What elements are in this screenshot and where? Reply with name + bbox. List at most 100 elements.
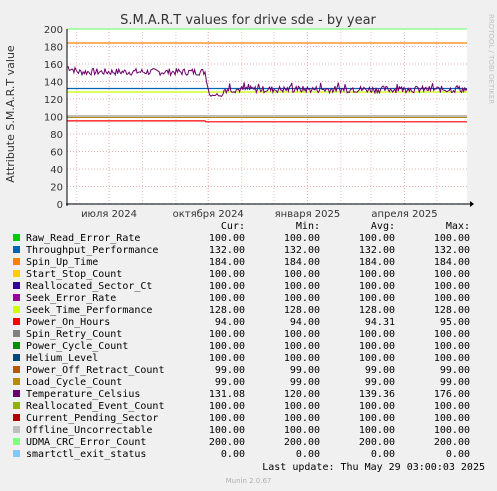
- legend-row: Load_Cycle_Count 99.00 99.00 99.00 99.00: [10, 377, 470, 389]
- legend-series-name: Power_Off_Retract_Count: [26, 365, 165, 376]
- series-line-power-on-hours: [67, 120, 467, 123]
- legend-max-value: 100.00: [433, 293, 470, 304]
- legend-min-value: 100.00: [283, 413, 320, 424]
- y-tick-label: 180: [44, 43, 63, 54]
- legend-series-name: Seek_Time_Performance: [26, 305, 153, 316]
- legend-min-value: 0.00: [295, 449, 320, 460]
- y-tick-label: 120: [44, 95, 63, 106]
- legend-color-swatch: [13, 282, 20, 289]
- legend-header-spacer: [10, 221, 170, 233]
- legend-cur-value: 132.00: [208, 245, 245, 256]
- legend-cur-value: 100.00: [208, 413, 245, 424]
- last-update-text: Last update: Thu May 29 03:00:03 2025: [262, 462, 485, 473]
- legend-row: Helium_Level 100.00 100.00 100.00 100.00: [10, 353, 470, 365]
- legend-avg-value: 184.00: [358, 257, 395, 268]
- x-tick-label: апреля 2025: [371, 209, 437, 220]
- y-tick-label: 100: [44, 113, 63, 124]
- x-axis-arrow-icon: [470, 201, 474, 207]
- legend-series-cell: Throughput_Performance: [10, 245, 170, 257]
- legend-color-swatch: [13, 414, 20, 421]
- legend-max-value: 99.00: [439, 377, 470, 388]
- legend-row: Seek_Time_Performance 128.00 128.00 128.00 1…: [10, 305, 470, 317]
- legend-header-cur: Cur:: [220, 221, 245, 232]
- legend-row: Reallocated_Event_Count 100.00 100.00 100.0…: [10, 401, 470, 413]
- legend-avg-value: 99.00: [364, 377, 395, 388]
- legend-min-value: 100.00: [283, 233, 320, 244]
- legend-cur-value: 99.00: [214, 377, 245, 388]
- legend-max-value: 184.00: [433, 257, 470, 268]
- legend-cur-value: 131.08: [208, 389, 245, 400]
- legend-cur-value: 100.00: [208, 353, 245, 364]
- legend-series-cell: Spin_Up_Time: [10, 257, 170, 269]
- legend-color-swatch: [13, 270, 20, 277]
- legend-avg-value: 100.00: [358, 329, 395, 340]
- legend-body: Raw_Read_Error_Rate 100.00 100.00 100.00 100…: [10, 233, 470, 461]
- legend-series-cell: Spin_Retry_Count: [10, 329, 170, 341]
- legend-cur-value: 100.00: [208, 293, 245, 304]
- legend-max-value: 100.00: [433, 281, 470, 292]
- legend-min-value: 128.00: [283, 305, 320, 316]
- y-tick-label: 20: [50, 183, 63, 194]
- legend-row: Power_On_Hours 94.00 94.00 94.31 95.00: [10, 317, 470, 329]
- legend-min-value: 100.00: [283, 329, 320, 340]
- legend-cur-value: 200.00: [208, 437, 245, 448]
- legend-series-cell: Current_Pending_Sector: [10, 413, 170, 425]
- legend-min-value: 100.00: [283, 269, 320, 280]
- legend-max-value: 176.00: [433, 389, 470, 400]
- legend-cur-value: 94.00: [214, 317, 245, 328]
- legend-series-name: Reallocated_Sector_Ct: [26, 281, 153, 292]
- axis-tick-labels: 0 20 40 60 80 100 120 140 160 180 200 июля 2024 октя…: [44, 25, 438, 220]
- legend-avg-value: 100.00: [358, 233, 395, 244]
- legend-avg-value: 132.00: [358, 245, 395, 256]
- legend-cur-value: 184.00: [208, 257, 245, 268]
- legend-series-cell: Power_Cycle_Count: [10, 341, 170, 353]
- legend-color-swatch: [13, 234, 20, 241]
- y-tick-label: 200: [44, 25, 63, 36]
- legend-series-name: Spin_Up_Time: [26, 257, 99, 268]
- x-tick-label: января 2025: [275, 209, 341, 220]
- legend-series-name: Reallocated_Event_Count: [26, 401, 165, 412]
- munin-version-text: Munin 2.0.67: [225, 477, 272, 485]
- legend-min-value: 100.00: [283, 425, 320, 436]
- legend-max-value: 200.00: [433, 437, 470, 448]
- legend-series-name: Throughput_Performance: [26, 245, 159, 256]
- legend-cur-value: 0.00: [220, 449, 245, 460]
- legend-max-value: 100.00: [433, 425, 470, 436]
- legend-series-cell: Reallocated_Sector_Ct: [10, 281, 170, 293]
- legend-color-swatch: [13, 294, 20, 301]
- legend-table: Cur: Min: Avg: Max: Raw_Read_Error_Rate 1…: [10, 221, 470, 461]
- legend-series-name: Power_On_Hours: [26, 317, 111, 328]
- legend-series-cell: Helium_Level: [10, 353, 170, 365]
- legend-min-value: 120.00: [283, 389, 320, 400]
- legend-max-value: 132.00: [433, 245, 470, 256]
- legend-series-cell: Power_On_Hours: [10, 317, 170, 329]
- legend-color-swatch: [13, 366, 20, 373]
- legend-series-cell: Power_Off_Retract_Count: [10, 365, 170, 377]
- legend-avg-value: 0.00: [370, 449, 395, 460]
- legend-series-cell: Seek_Error_Rate: [10, 293, 170, 305]
- legend-avg-value: 100.00: [358, 269, 395, 280]
- legend-color-swatch: [13, 438, 20, 445]
- legend-avg-value: 100.00: [358, 413, 395, 424]
- legend-avg-value: 100.00: [358, 281, 395, 292]
- legend-series-cell: Reallocated_Event_Count: [10, 401, 170, 413]
- legend-avg-value: 128.00: [358, 305, 395, 316]
- legend-series-name: Offline_Uncorrectable: [26, 425, 153, 436]
- legend-series-name: UDMA_CRC_Error_Count: [26, 437, 147, 448]
- legend-series-cell: UDMA_CRC_Error_Count: [10, 437, 170, 449]
- legend-color-swatch: [13, 378, 20, 385]
- chart-title: S.M.A.R.T values for drive sde - by year: [120, 13, 376, 28]
- legend-series-name: Temperature_Celsius: [26, 389, 141, 400]
- legend-min-value: 100.00: [283, 353, 320, 364]
- legend-row: Offline_Uncorrectable 100.00 100.00 100.00 1…: [10, 425, 470, 437]
- legend-series-cell: Seek_Time_Performance: [10, 305, 170, 317]
- legend-series-cell: Offline_Uncorrectable: [10, 425, 170, 437]
- legend-color-swatch: [13, 258, 20, 265]
- legend-max-value: 99.00: [439, 365, 470, 376]
- legend-color-swatch: [13, 330, 20, 337]
- legend-series-name: Current_Pending_Sector: [26, 413, 159, 424]
- series-lines: [67, 28, 468, 205]
- legend-max-value: 100.00: [433, 413, 470, 424]
- legend-row: Spin_Retry_Count 100.00 100.00 100.00 100.00: [10, 329, 470, 341]
- legend-avg-value: 139.36: [358, 389, 395, 400]
